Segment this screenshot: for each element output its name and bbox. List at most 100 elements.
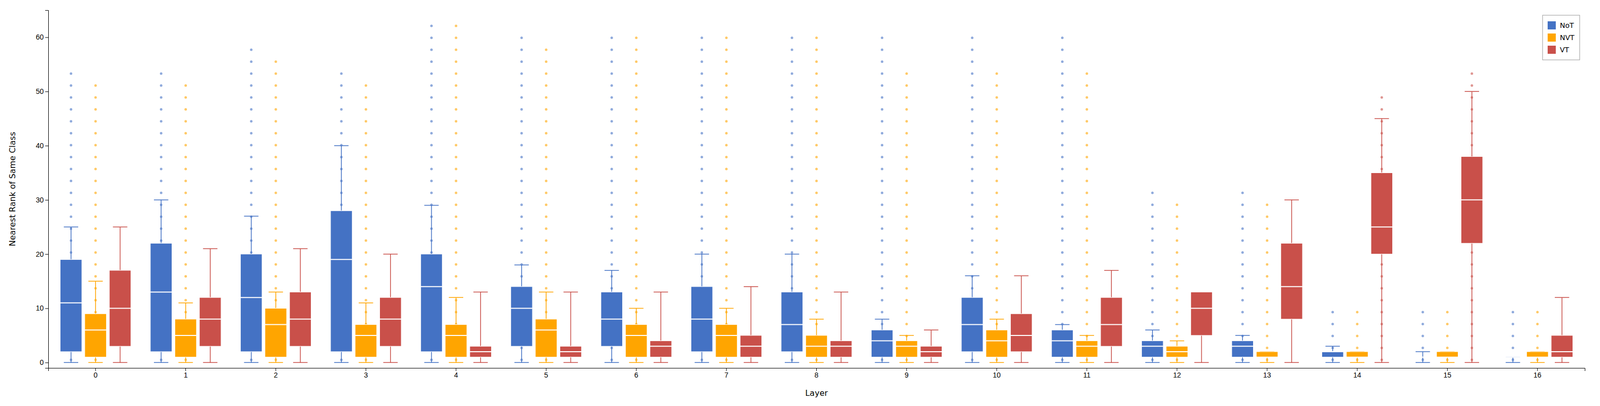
median [445, 335, 468, 337]
dot [905, 191, 908, 195]
tick: 8 [814, 368, 819, 380]
dot [184, 155, 187, 159]
dot [790, 239, 794, 242]
dot [700, 143, 703, 147]
whisker-cap-high [1079, 335, 1095, 337]
dot [69, 191, 73, 195]
box-group [715, 308, 738, 364]
x-axis-title: Layer [805, 388, 828, 399]
dot [94, 108, 98, 111]
dot [249, 191, 253, 195]
dot [700, 108, 703, 111]
dot [905, 143, 908, 147]
box-group [199, 248, 222, 363]
tick: 60 [35, 33, 49, 42]
tick-mark [45, 37, 49, 38]
median [1501, 357, 1524, 359]
dot [995, 119, 999, 123]
median [920, 351, 943, 353]
whisker-cap-low [383, 362, 398, 364]
dot [520, 60, 523, 63]
dot [1150, 263, 1154, 266]
dot [1150, 323, 1154, 326]
dot [815, 167, 818, 171]
dot [340, 84, 343, 87]
whisker-high [1020, 275, 1022, 314]
whisker-low [725, 357, 727, 364]
dot [520, 72, 523, 75]
median [199, 318, 222, 320]
dot [94, 179, 98, 183]
tick: 2 [273, 368, 278, 380]
dot [364, 108, 368, 111]
tick-label: 8 [814, 371, 819, 380]
dot [1085, 167, 1088, 171]
dot [905, 227, 908, 231]
dot [634, 215, 638, 218]
whisker-cap-low [989, 362, 1004, 364]
dot [94, 275, 98, 278]
box-group [559, 292, 582, 363]
whisker-low [931, 357, 933, 364]
dot [1241, 323, 1244, 326]
whisker-high [455, 297, 457, 325]
dot [905, 323, 908, 326]
axis-line [45, 10, 49, 369]
dot [995, 84, 999, 87]
dot [700, 36, 703, 40]
dot [790, 143, 794, 147]
whisker-cap-low [899, 362, 914, 364]
dot [520, 191, 523, 195]
dot [1061, 155, 1064, 159]
dot [700, 84, 703, 87]
legend-swatch [1547, 33, 1556, 42]
dot [1470, 72, 1474, 75]
dot [454, 108, 458, 111]
dot [1175, 215, 1179, 218]
dot [274, 72, 277, 75]
box-group [109, 227, 132, 363]
whisker-cap-high [1464, 90, 1480, 92]
dot [545, 251, 548, 254]
box [1141, 341, 1164, 358]
median [535, 329, 558, 331]
dot [815, 191, 818, 195]
dot [725, 155, 728, 159]
whisker-cap-high [1054, 324, 1070, 326]
dot [520, 227, 523, 231]
dot [1150, 215, 1154, 218]
tick: 1 [183, 368, 188, 380]
dot [454, 72, 458, 75]
whisker-high [1086, 335, 1088, 342]
dot [340, 132, 343, 135]
whisker-low [455, 357, 457, 364]
box [469, 346, 492, 358]
whisker-cap-low [1464, 362, 1480, 364]
dot [454, 36, 458, 40]
whisker-high [791, 254, 793, 293]
dot [1446, 334, 1449, 338]
tick: 9 [904, 368, 909, 380]
dot [184, 263, 187, 266]
tick-label: 40 [35, 141, 44, 150]
whisker-high [1422, 352, 1424, 358]
tick-label: 0 [39, 358, 44, 367]
whisker-cap-high [1284, 199, 1299, 201]
tick-mark [45, 308, 49, 310]
whisker-high [300, 248, 302, 293]
whisker-high [1561, 297, 1563, 336]
median [1436, 357, 1459, 359]
dot [634, 155, 638, 159]
dot [880, 155, 884, 159]
dot [995, 215, 999, 218]
dot [274, 60, 277, 63]
whisker-cap-low [1350, 362, 1365, 364]
whisker-low [1242, 357, 1244, 364]
dot [364, 251, 368, 254]
dot [995, 251, 999, 254]
dot [700, 227, 703, 231]
box [289, 292, 312, 347]
whisker-low [750, 357, 752, 364]
dot [1061, 239, 1064, 242]
median [559, 351, 582, 353]
